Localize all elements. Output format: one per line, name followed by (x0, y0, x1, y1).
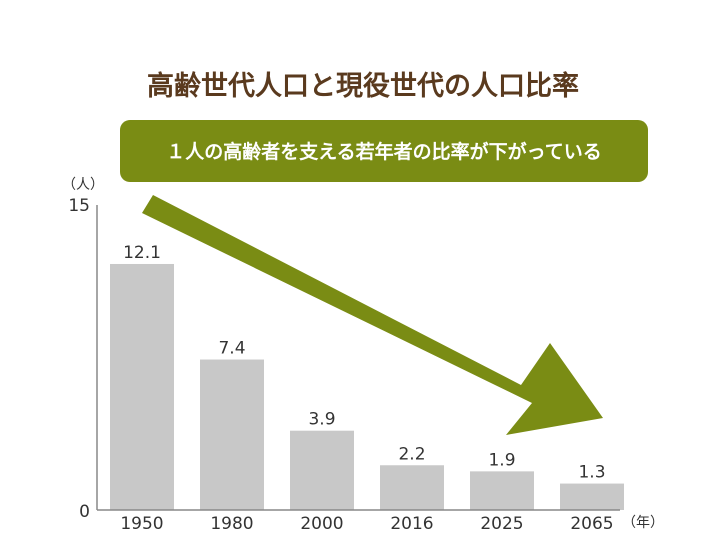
value-label-1950: 12.1 (123, 243, 161, 263)
x-tick-2016: 2016 (390, 514, 433, 534)
y-tick-max: 15 (68, 196, 90, 216)
annotation-banner (120, 120, 648, 182)
x-tick-1950: 1950 (120, 514, 163, 534)
x-tick-2025: 2025 (480, 514, 523, 534)
value-label-2000: 3.9 (308, 410, 335, 430)
value-label-2025: 1.9 (488, 450, 515, 470)
y-axis-unit-label: （人） (62, 177, 104, 193)
bar-2016 (380, 465, 444, 510)
x-axis-unit-label: （年） (622, 515, 664, 531)
bar-2000 (290, 430, 354, 510)
value-label-1980: 7.4 (218, 339, 245, 359)
chart-title: 高齢世代人口と現役世代の人口比率 (147, 70, 579, 102)
downtrend-arrow (142, 195, 603, 435)
bar-2025 (470, 471, 534, 510)
y-tick-zero: 0 (79, 502, 90, 522)
x-tick-2000: 2000 (300, 514, 343, 534)
bar-group: 12.1 1950 7.4 1980 3.9 2000 2.2 2016 1.9 2025 1.3 2… (110, 243, 624, 534)
bar-2065 (560, 483, 624, 510)
value-label-2065: 1.3 (578, 463, 605, 483)
bar-1950 (110, 263, 174, 510)
x-tick-2065: 2065 (570, 514, 613, 534)
x-tick-1980: 1980 (210, 514, 253, 534)
bar-1980 (200, 359, 264, 510)
value-label-2016: 2.2 (398, 444, 425, 464)
annotation-text: １人の高齢者を支える若年者の比率が下がっている (166, 140, 601, 163)
